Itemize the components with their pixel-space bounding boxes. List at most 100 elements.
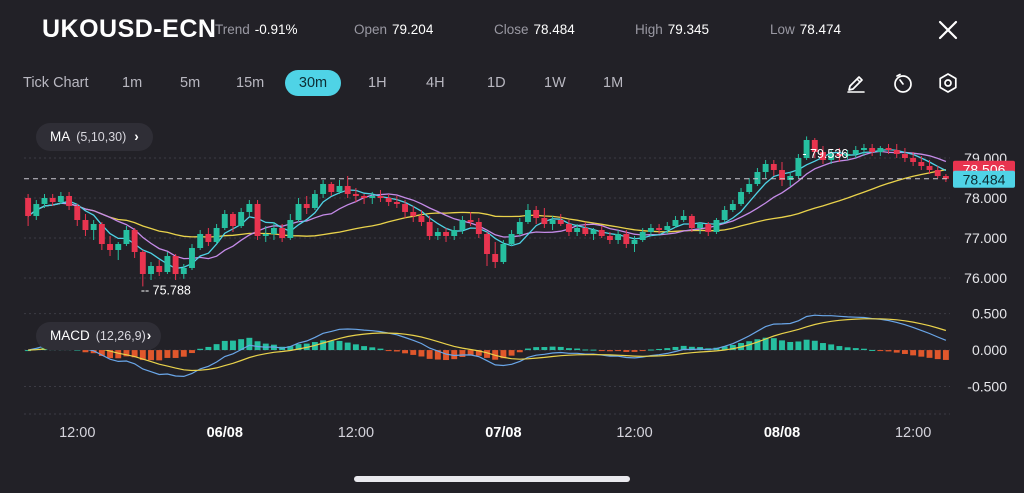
macd-histogram-bar bbox=[74, 349, 81, 351]
macd-histogram-bar bbox=[901, 350, 908, 354]
tab-tick-chart[interactable]: Tick Chart bbox=[23, 75, 89, 91]
candle-body bbox=[525, 210, 531, 222]
low-value: 78.474 bbox=[799, 22, 842, 37]
tab-1mo[interactable]: 1M bbox=[603, 75, 624, 91]
macd-histogram-bar bbox=[934, 350, 941, 360]
macd-histogram-bar bbox=[811, 340, 818, 351]
time-tick-label: 12:00 bbox=[895, 425, 931, 441]
symbol-title: UKOUSD-ECN bbox=[42, 15, 217, 43]
macd-histogram-bar bbox=[361, 346, 368, 351]
candle-body bbox=[57, 196, 64, 202]
trend-label: Trend bbox=[215, 22, 250, 37]
macd-histogram-bar bbox=[598, 350, 605, 352]
tab-15m[interactable]: 15m bbox=[236, 75, 265, 91]
candle-body bbox=[541, 218, 548, 224]
close-button[interactable] bbox=[935, 17, 961, 43]
time-tick-label: 12:00 bbox=[616, 425, 652, 441]
candle-body bbox=[639, 232, 646, 240]
macd-histogram-bar bbox=[533, 347, 540, 351]
tab-1h[interactable]: 1H bbox=[368, 75, 387, 91]
macd-histogram-bar bbox=[942, 350, 949, 360]
macd-histogram-bar bbox=[320, 340, 327, 351]
macd-histogram-bar bbox=[434, 350, 441, 360]
candle-body bbox=[869, 148, 876, 152]
macd-indicator-pill[interactable]: MACD (12,26,9)› bbox=[36, 322, 162, 350]
chevron-right-icon: › bbox=[134, 129, 139, 144]
candle-body bbox=[25, 198, 32, 216]
candle-body bbox=[615, 234, 622, 240]
macd-histogram-bar bbox=[230, 340, 236, 351]
candle-body bbox=[164, 256, 171, 272]
candlesticks bbox=[25, 136, 949, 287]
macd-histogram-bar bbox=[131, 350, 138, 358]
macd-histogram-bar bbox=[869, 349, 876, 351]
tab-1m[interactable]: 1m bbox=[122, 75, 143, 91]
timer-button[interactable] bbox=[892, 72, 914, 94]
high-annotation: - 79.536 bbox=[802, 147, 848, 161]
macd-histogram-bar bbox=[852, 348, 859, 351]
macd-histogram-bar bbox=[656, 348, 663, 351]
candle-body bbox=[107, 244, 113, 250]
tab-1w[interactable]: 1W bbox=[544, 75, 566, 91]
tab-1d[interactable]: 1D bbox=[487, 75, 506, 91]
candle-body bbox=[672, 220, 679, 226]
macd-histogram-bar bbox=[352, 344, 359, 351]
time-tick-label: 08/08 bbox=[764, 425, 800, 441]
candle-body bbox=[344, 186, 351, 194]
candle-body bbox=[877, 148, 884, 152]
candle-body bbox=[844, 154, 851, 156]
tab-5m[interactable]: 5m bbox=[180, 75, 201, 91]
home-indicator[interactable] bbox=[354, 476, 630, 482]
tab-4h[interactable]: 4H bbox=[426, 75, 445, 91]
settings-button[interactable] bbox=[937, 72, 959, 94]
low-annotation: -- 75.788 bbox=[141, 283, 191, 297]
macd-histogram-bar bbox=[565, 348, 572, 351]
macd-histogram-bar bbox=[98, 350, 105, 356]
candle-body bbox=[688, 216, 695, 228]
candle-body bbox=[262, 234, 269, 236]
macd-histogram-bar bbox=[631, 350, 638, 352]
chevron-right-icon: › bbox=[146, 328, 152, 343]
macd-tick-label: 0.500 bbox=[972, 306, 1007, 322]
macd-histogram-bar bbox=[311, 342, 318, 351]
ma-label: MA bbox=[50, 129, 71, 144]
macd-histogram-bar bbox=[377, 348, 384, 351]
macd-histogram-bar bbox=[770, 338, 777, 351]
macd-histogram-bar bbox=[221, 340, 228, 351]
macd-histogram-bar bbox=[418, 350, 425, 357]
macd-histogram-bar bbox=[672, 346, 679, 351]
candle-body bbox=[189, 248, 195, 268]
tab-30m[interactable]: 30m bbox=[285, 70, 341, 96]
macd-histogram-bar bbox=[156, 350, 163, 361]
time-tick-label: 07/08 bbox=[485, 425, 521, 441]
candle-body bbox=[565, 224, 572, 232]
trend-value: -0.91% bbox=[254, 22, 298, 37]
macd-histogram-bar bbox=[664, 348, 671, 351]
macd-histogram-bar bbox=[139, 350, 146, 361]
candle-body bbox=[270, 228, 277, 234]
macd-tick-label: 0.000 bbox=[972, 342, 1007, 358]
ma-indicator-pill[interactable]: MA (5,10,30) › bbox=[36, 123, 153, 151]
macd-histogram-bar bbox=[246, 337, 253, 351]
current-price-tag-label: 78.484 bbox=[963, 171, 1006, 187]
macd-tick-label: -0.500 bbox=[967, 379, 1007, 395]
macd-dif-line bbox=[27, 314, 947, 378]
macd-histogram-bar bbox=[369, 347, 376, 351]
candle-body bbox=[238, 212, 245, 226]
candle-body bbox=[631, 240, 638, 244]
candle-body bbox=[901, 154, 908, 158]
macd-histogram-bar bbox=[393, 350, 400, 352]
macd-histogram-bar bbox=[877, 350, 884, 352]
candle-body bbox=[426, 222, 433, 236]
close-label: Close bbox=[494, 22, 529, 37]
open-label: Open bbox=[354, 22, 388, 37]
candle-body bbox=[180, 268, 187, 274]
pencil-icon bbox=[847, 76, 865, 93]
candle-body bbox=[623, 234, 630, 244]
macd-histogram-bar bbox=[836, 346, 843, 351]
candle-body bbox=[893, 150, 900, 154]
macd-histogram-bar bbox=[508, 350, 515, 356]
draw-button[interactable] bbox=[845, 72, 867, 94]
